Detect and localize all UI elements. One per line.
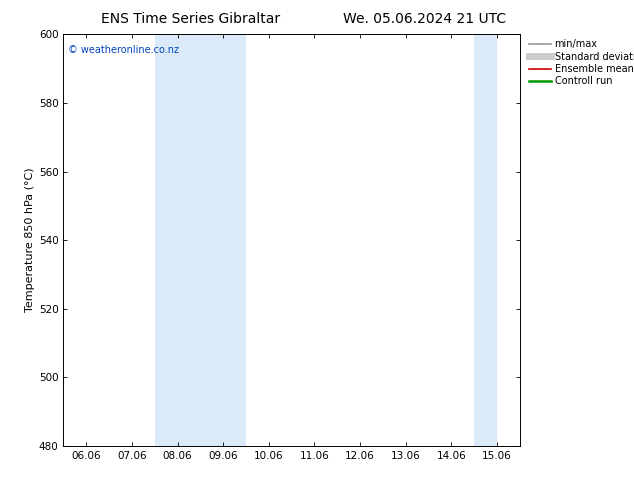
- Text: © weatheronline.co.nz: © weatheronline.co.nz: [68, 45, 179, 54]
- Text: We. 05.06.2024 21 UTC: We. 05.06.2024 21 UTC: [343, 12, 507, 26]
- Bar: [155, 34, 246, 446]
- Y-axis label: Temperature 850 hPa (°C): Temperature 850 hPa (°C): [25, 168, 35, 313]
- Bar: [474, 34, 497, 446]
- Text: ENS Time Series Gibraltar: ENS Time Series Gibraltar: [101, 12, 280, 26]
- Legend: min/max, Standard deviation, Ensemble mean run, Controll run: min/max, Standard deviation, Ensemble me…: [529, 39, 634, 86]
